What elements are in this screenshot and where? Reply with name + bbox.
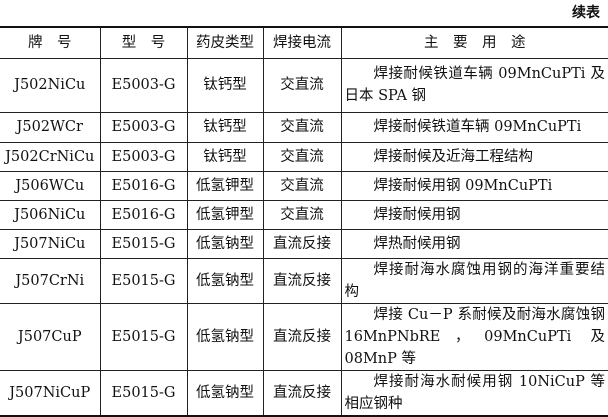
cell-model: E5016-G — [99, 170, 188, 201]
cell-model: E5015-G — [99, 228, 188, 259]
cell-use: 焊接耐候用钢 09MnCuPTi — [340, 170, 608, 201]
cell-coating: 低氢钠型 — [186, 369, 264, 416]
cell-current: 交直流 — [262, 170, 342, 201]
cell-brand: J502CrNiCu — [0, 141, 101, 172]
cell-use: 焊接 Cu－P 系耐候及耐海水腐蚀钢 16MnPNbRE，09MnCuPTi 及… — [340, 302, 608, 371]
table-row: J506NiCu E5016-G 低氢钾型 交直流 焊接耐候用钢 — [0, 199, 608, 230]
cell-coating: 低氢钠型 — [186, 257, 264, 304]
cell-brand: J502NiCu — [0, 57, 101, 113]
cell-current: 直流反接 — [262, 302, 342, 371]
cell-coating: 低氢钾型 — [186, 199, 264, 230]
cell-coating: 钛钙型 — [186, 141, 264, 172]
table-row: J507CuP E5015-G 低氢钠型 直流反接 焊接 Cu－P 系耐候及耐海水腐蚀钢… — [0, 302, 608, 371]
cell-use: 焊接耐海水耐候用钢 10NiCuP 等相应钢种 — [340, 369, 608, 416]
cell-use: 焊接耐海水腐蚀用钢的海洋重要结构 — [340, 257, 608, 304]
cell-model: E5015-G — [99, 302, 188, 371]
header-row: 牌 号 型 号 药皮类型 焊接电流 主 要 用 途 — [0, 26, 608, 59]
cell-brand: J506WCu — [0, 170, 101, 201]
cell-model: E5003-G — [99, 141, 188, 172]
cell-use: 焊接耐候用钢 — [340, 199, 608, 230]
cell-brand: J507CrNi — [0, 257, 101, 304]
cell-current: 交直流 — [262, 57, 342, 113]
cell-brand: J507NiCu — [0, 228, 101, 259]
cell-current: 交直流 — [262, 141, 342, 172]
header-current: 焊接电流 — [262, 26, 342, 59]
table-caption: 续表 — [572, 5, 600, 21]
header-coating: 药皮类型 — [186, 26, 264, 59]
cell-brand: J506NiCu — [0, 199, 101, 230]
cell-model: E5015-G — [99, 369, 188, 416]
cell-coating: 低氢钠型 — [186, 302, 264, 371]
cell-current: 直流反接 — [262, 369, 342, 416]
cell-model: E5003-G — [99, 57, 188, 113]
cell-coating: 低氢钾型 — [186, 170, 264, 201]
cell-brand: J502WCr — [0, 111, 101, 143]
cell-current: 直流反接 — [262, 257, 342, 304]
cell-use: 焊热耐候用钢 — [340, 228, 608, 259]
cell-brand: J507NiCuP — [0, 369, 101, 416]
cell-current: 交直流 — [262, 199, 342, 230]
table-row: J507NiCu E5015-G 低氢钠型 直流反接 焊热耐候用钢 — [0, 228, 608, 259]
table-row: J502NiCu E5003-G 钛钙型 交直流 焊接耐候铁道车辆 09MnCuPTi … — [0, 57, 608, 113]
header-brand: 牌 号 — [0, 26, 101, 59]
cell-current: 交直流 — [262, 111, 342, 143]
cell-model: E5015-G — [99, 257, 188, 304]
cell-current: 直流反接 — [262, 228, 342, 259]
cell-use: 焊接耐候及近海工程结构 — [340, 141, 608, 172]
electrode-table: 牌 号 型 号 药皮类型 焊接电流 主 要 用 途 J502NiCu E5003-… — [0, 26, 608, 417]
cell-use: 焊接耐候铁道车辆 09MnCuPTi 及日本 SPA 钢 — [340, 57, 608, 113]
table-row: J507NiCuP E5015-G 低氢钠型 直流反接 焊接耐海水耐候用钢 10NiCu… — [0, 369, 608, 416]
table-row: J502CrNiCu E5003-G 钛钙型 交直流 焊接耐候及近海工程结构 — [0, 141, 608, 172]
cell-use: 焊接耐候铁道车辆 09MnCuPTi — [340, 111, 608, 143]
cell-brand: J507CuP — [0, 302, 101, 371]
cell-coating: 低氢钠型 — [186, 228, 264, 259]
header-use: 主 要 用 途 — [340, 26, 608, 59]
cell-model: E5016-G — [99, 199, 188, 230]
cell-coating: 钛钙型 — [186, 57, 264, 113]
cell-model: E5003-G — [99, 111, 188, 143]
table-row: J507CrNi E5015-G 低氢钠型 直流反接 焊接耐海水腐蚀用钢的海洋重要结构 — [0, 257, 608, 304]
header-model: 型 号 — [99, 26, 188, 59]
table-row: J502WCr E5003-G 钛钙型 交直流 焊接耐候铁道车辆 09MnCuPTi — [0, 111, 608, 143]
cell-coating: 钛钙型 — [186, 111, 264, 143]
table-row: J506WCu E5016-G 低氢钾型 交直流 焊接耐候用钢 09MnCuPTi — [0, 170, 608, 201]
